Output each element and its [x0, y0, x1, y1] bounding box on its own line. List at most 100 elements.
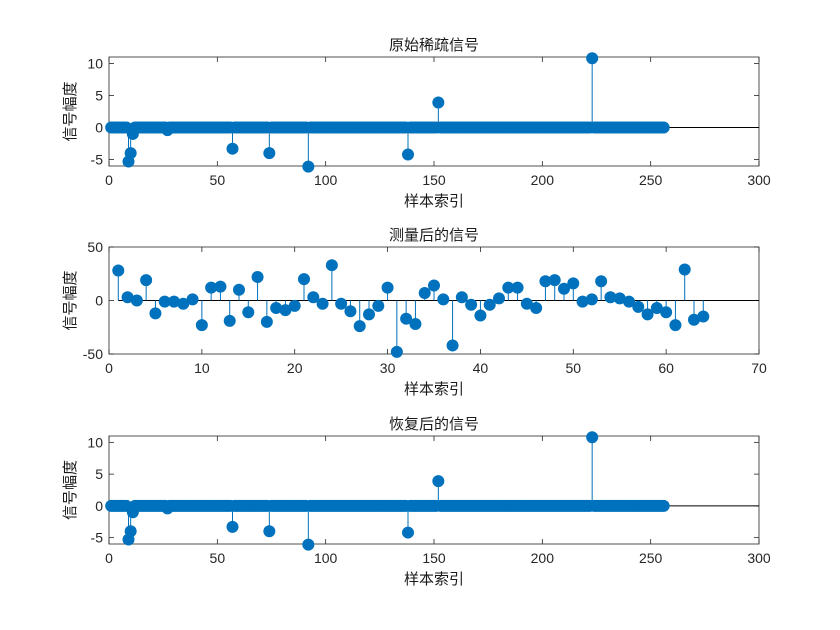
stem-marker — [226, 142, 239, 155]
y-axis-label: 信号幅度 — [61, 270, 79, 330]
stem-marker — [409, 318, 422, 331]
axes-box — [108, 435, 760, 545]
stem-marker — [149, 307, 162, 320]
y-tick-label: 50 — [87, 239, 103, 255]
x-tick-label: 40 — [473, 360, 489, 376]
x-tick-label: 150 — [422, 172, 446, 188]
stem-marker — [465, 298, 478, 311]
y-tick-label: -5 — [91, 530, 104, 546]
x-tick-label: 0 — [105, 550, 113, 566]
x-tick-label: 200 — [531, 550, 555, 566]
stem-marker — [390, 345, 403, 358]
x-tick-label: 50 — [210, 172, 226, 188]
stem-marker — [455, 291, 468, 304]
stem-marker — [130, 294, 143, 307]
chart-title: 测量后的信号 — [389, 226, 479, 244]
stem-marker — [432, 96, 445, 109]
stem-marker — [251, 270, 264, 283]
x-tick-label: 50 — [565, 360, 581, 376]
y-tick-label: 0 — [95, 498, 103, 514]
stem-marker — [660, 306, 673, 319]
x-tick-label: 50 — [210, 550, 226, 566]
x-tick-label: 200 — [531, 172, 555, 188]
y-tick-label: 0 — [95, 293, 103, 309]
stem-marker — [669, 319, 682, 332]
x-tick-label: 300 — [747, 172, 771, 188]
stem-marker — [530, 301, 543, 314]
stem-marker — [353, 320, 366, 333]
stem-marker — [233, 283, 245, 296]
x-tick-label: 0 — [105, 172, 113, 188]
x-tick-label: 300 — [747, 550, 771, 566]
x-axis-label: 样本索引 — [404, 380, 464, 398]
stem-marker — [302, 538, 315, 551]
stem-marker — [335, 297, 348, 310]
y-tick-label: 10 — [87, 434, 103, 450]
stem-marker — [623, 295, 635, 308]
stem-marker — [400, 312, 413, 325]
y-tick-label: -5 — [91, 152, 104, 168]
stem-marker — [548, 274, 561, 287]
stem-marker — [214, 280, 227, 293]
chart-title: 原始稀疏信号 — [389, 36, 479, 54]
stem-marker — [124, 525, 137, 538]
stem-marker — [483, 298, 496, 311]
x-tick-label: 20 — [287, 360, 303, 376]
stem-marker — [298, 273, 310, 286]
stem-marker — [558, 282, 570, 295]
stem-marker — [595, 275, 608, 288]
stem-marker — [586, 431, 599, 444]
stem-marker — [446, 339, 459, 352]
stem-marker — [263, 525, 276, 538]
y-tick-label: 5 — [95, 466, 103, 482]
stem-marker — [381, 281, 394, 294]
stem-marker — [242, 306, 255, 319]
stem-marker — [372, 299, 385, 312]
stem-marker — [657, 499, 670, 512]
stem-marker — [657, 121, 670, 134]
stem-marker — [428, 279, 440, 292]
x-tick-label: 10 — [194, 360, 210, 376]
x-tick-label: 100 — [314, 172, 338, 188]
x-tick-label: 250 — [639, 550, 663, 566]
y-tick-label: 5 — [95, 87, 103, 103]
stem-marker — [260, 315, 273, 328]
axes-box — [108, 56, 760, 167]
stem-marker — [223, 314, 236, 327]
y-axis-label: 信号幅度 — [61, 460, 79, 520]
x-tick-label: 0 — [105, 360, 113, 376]
stem-marker — [402, 148, 414, 161]
stem-marker — [697, 310, 710, 323]
stem-marker — [678, 263, 691, 276]
stem-marker — [567, 277, 580, 290]
x-tick-label: 100 — [314, 550, 338, 566]
stem-marker — [493, 292, 505, 305]
stem-marker — [474, 309, 487, 322]
stem-marker — [263, 147, 276, 160]
stem-marker — [418, 287, 431, 300]
chart-title: 恢复后的信号 — [389, 415, 479, 433]
stem-marker — [316, 297, 329, 310]
x-tick-label: 250 — [639, 172, 663, 188]
stem-marker — [632, 300, 645, 313]
y-tick-label: 10 — [87, 55, 103, 71]
stem-marker — [124, 147, 137, 160]
y-tick-label: -50 — [83, 346, 103, 362]
stem-marker — [586, 52, 599, 65]
stem-marker — [402, 526, 414, 539]
x-axis-label: 样本索引 — [404, 192, 464, 210]
stem-marker — [432, 475, 445, 488]
stem-marker — [325, 259, 338, 272]
stem-marker — [302, 160, 315, 173]
stem-marker — [437, 293, 450, 306]
x-tick-label: 30 — [380, 360, 396, 376]
stem-marker — [288, 299, 301, 312]
stem-marker — [186, 293, 199, 306]
x-axis-label: 样本索引 — [404, 570, 464, 588]
stem-marker — [641, 308, 654, 321]
x-tick-label: 60 — [658, 360, 674, 376]
